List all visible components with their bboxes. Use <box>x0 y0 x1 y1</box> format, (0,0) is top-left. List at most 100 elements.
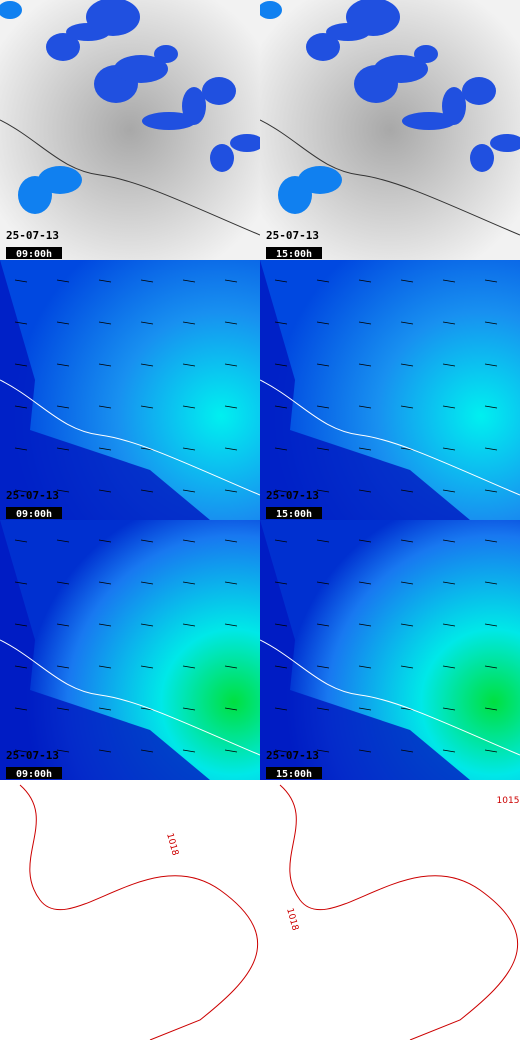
border <box>0 379 260 496</box>
wind-arrow <box>484 279 498 283</box>
wind-arrow <box>316 749 330 753</box>
precip <box>462 77 496 105</box>
wind-arrow <box>274 321 288 325</box>
wind-arrow <box>274 489 288 493</box>
panel-body: 25-07-13 15:00h <box>260 520 520 780</box>
wind-arrow <box>56 581 70 585</box>
time-box <box>266 767 322 779</box>
panel-body: 25-07-13 09:00h <box>0 0 260 260</box>
background <box>260 0 520 260</box>
precip <box>86 0 140 36</box>
wind-arrow <box>316 405 330 409</box>
wind-arrow <box>140 665 154 669</box>
wind-arrow <box>140 581 154 585</box>
wind-arrow <box>56 539 70 543</box>
isobar-label: 1015 <box>497 796 520 806</box>
wind-arrow <box>358 665 372 669</box>
panel: 25-07-13 09:00h <box>0 0 260 260</box>
wind-arrow <box>182 539 196 543</box>
wind-arrow <box>224 581 238 585</box>
wind-arrow <box>274 539 288 543</box>
wind-arrow <box>224 279 238 283</box>
wind-arrow <box>140 623 154 627</box>
time-box <box>266 247 322 259</box>
wind-arrow <box>316 321 330 325</box>
wind-arrow <box>182 749 196 753</box>
panel-body <box>260 780 520 1040</box>
wind-arrow <box>274 581 288 585</box>
wind-arrow <box>98 363 112 367</box>
wind-arrow <box>442 447 456 451</box>
wind-arrow <box>182 489 196 493</box>
wind-arrow <box>400 707 414 711</box>
wind-arrow <box>182 707 196 711</box>
background <box>260 780 520 1040</box>
precip <box>230 134 260 152</box>
wind-arrow <box>484 539 498 543</box>
wind-arrow <box>400 489 414 493</box>
wind-arrow <box>140 539 154 543</box>
panel <box>0 780 260 1040</box>
wind-arrow <box>98 279 112 283</box>
wind-arrow <box>224 363 238 367</box>
wind-arrow <box>400 447 414 451</box>
panel: 25-07-13 15:00h <box>260 260 520 520</box>
wind-arrow <box>98 321 112 325</box>
wind-arrow <box>140 749 154 753</box>
isobar <box>19 784 259 1040</box>
wind-arrow <box>274 707 288 711</box>
wind-arrow <box>98 405 112 409</box>
wind-arrow <box>484 623 498 627</box>
precip <box>142 112 196 130</box>
wind-arrow <box>358 363 372 367</box>
wind-arrow <box>56 321 70 325</box>
dark-region <box>260 260 470 520</box>
precip <box>402 112 456 130</box>
wind-arrow <box>484 707 498 711</box>
wind-arrow <box>182 623 196 627</box>
precip <box>298 166 342 194</box>
wind-arrow <box>182 581 196 585</box>
panel-body <box>0 780 260 1040</box>
wind-arrow <box>316 489 330 493</box>
wind-arrow <box>358 707 372 711</box>
wind-arrow <box>358 279 372 283</box>
time-box <box>266 507 322 519</box>
date-label: 25-07-13 <box>6 489 59 502</box>
time-label: 15:00h <box>276 769 312 780</box>
panel: 25-07-13 09:00h <box>0 260 260 520</box>
wind-arrow <box>400 581 414 585</box>
panel <box>260 780 520 1040</box>
wind-arrow <box>140 707 154 711</box>
precip <box>38 166 82 194</box>
wind-arrow <box>400 623 414 627</box>
time-box <box>6 767 62 779</box>
time-label: 09:00h <box>16 509 52 520</box>
precip <box>414 45 438 63</box>
wind-arrow <box>274 279 288 283</box>
wind-arrow <box>358 489 372 493</box>
wind-arrow <box>400 363 414 367</box>
date-label: 25-07-13 <box>266 489 319 502</box>
wind-arrow <box>358 581 372 585</box>
wind-arrow <box>484 321 498 325</box>
wind-arrow <box>14 447 28 451</box>
border <box>260 639 520 756</box>
wind-arrow <box>14 623 28 627</box>
precip <box>154 45 178 63</box>
precip <box>346 0 400 36</box>
wind-arrow <box>98 623 112 627</box>
time-box <box>6 507 62 519</box>
dark-region <box>0 520 210 780</box>
wind-arrow <box>98 749 112 753</box>
wind-arrow <box>316 581 330 585</box>
wind-arrow <box>400 665 414 669</box>
wind-arrow <box>274 665 288 669</box>
precip <box>202 77 236 105</box>
wind-arrow <box>316 665 330 669</box>
wind-arrow <box>316 447 330 451</box>
wind-arrow <box>484 749 498 753</box>
wind-arrow <box>484 447 498 451</box>
precip <box>306 33 340 61</box>
wind-arrow <box>56 623 70 627</box>
